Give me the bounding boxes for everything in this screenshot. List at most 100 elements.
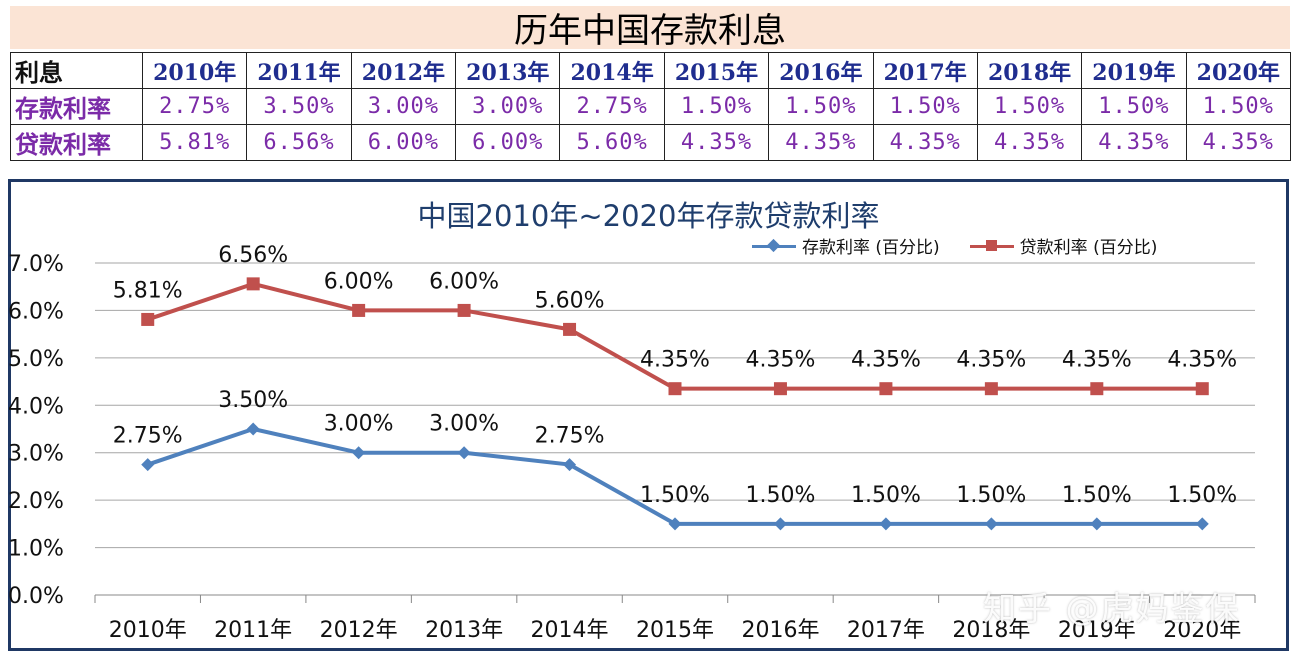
table-year-header: 2019年 — [1081, 52, 1187, 89]
loan-point — [879, 382, 893, 396]
table-year-header: 2010年 — [141, 52, 248, 89]
loan-data-label: 4.35% — [640, 348, 710, 373]
table-title: 历年中国存款利息 — [10, 6, 1290, 51]
deposit-point — [984, 517, 998, 531]
loan-data-label: 4.35% — [746, 348, 816, 373]
deposit-data-label: 1.50% — [851, 483, 921, 508]
table-year-header: 2014年 — [559, 52, 665, 89]
table-cell: 1.50% — [872, 88, 978, 125]
deposit-data-label: 1.50% — [956, 483, 1026, 508]
x-tick-label: 2012年 — [320, 618, 398, 643]
y-tick-label: 0.0% — [8, 584, 64, 609]
deposit-point — [668, 517, 682, 531]
deposit-data-label: 1.50% — [1167, 483, 1237, 508]
y-tick-label: 3.0% — [8, 442, 64, 467]
loan-data-label: 5.81% — [113, 278, 183, 303]
legend-item-deposit: 存款利率 (百分比) — [752, 233, 940, 258]
loan-data-label: 5.60% — [535, 288, 605, 313]
y-tick-label: 5.0% — [8, 347, 64, 372]
table-row-deposit: 存款利率 2.75% 3.50% 3.00% 3.00% 2.75% 1.50% 1.50% 1… — [10, 88, 1292, 125]
loan-point — [773, 382, 787, 396]
loan-point — [1090, 382, 1104, 396]
x-tick-label: 2017年 — [847, 618, 925, 643]
x-tick-label: 2019年 — [1058, 618, 1136, 643]
table-header-label: 利息 — [10, 52, 143, 89]
deposit-point — [246, 422, 260, 436]
deposit-point — [141, 458, 155, 472]
deposit-data-label: 3.00% — [324, 412, 394, 437]
chart-frame — [8, 179, 1289, 651]
table-cell: 5.60% — [559, 124, 665, 161]
table-cell: 3.00% — [455, 88, 561, 125]
table-year-header: 2017年 — [872, 52, 978, 89]
y-tick-label: 2.0% — [8, 489, 64, 514]
loan-point — [984, 382, 998, 396]
y-tick-label: 1.0% — [8, 537, 64, 562]
x-tick-label: 2011年 — [214, 618, 292, 643]
x-tick-label: 2015年 — [636, 618, 714, 643]
deposit-data-label: 2.75% — [113, 424, 183, 449]
table-cell: 4.35% — [872, 124, 978, 161]
deposit-point — [773, 517, 787, 531]
table-cell: 4.35% — [1185, 124, 1292, 161]
deposit-data-label: 2.75% — [535, 424, 605, 449]
legend-loan-label: 贷款利率 (百分比) — [1019, 238, 1158, 258]
table-cell: 6.00% — [350, 124, 457, 161]
deposit-data-label: 1.50% — [1062, 483, 1132, 508]
deposit-point — [1195, 517, 1209, 531]
x-tick-label: 2013年 — [425, 618, 503, 643]
deposit-point — [352, 446, 366, 460]
loan-point — [457, 303, 471, 317]
table-cell: 4.35% — [663, 124, 770, 161]
table-cell: 6.00% — [455, 124, 561, 161]
legend-deposit-swatch — [752, 238, 796, 253]
x-tick-label: 2018年 — [952, 618, 1030, 643]
deposit-point — [879, 517, 893, 531]
table-row-loan: 贷款利率 5.81% 6.56% 6.00% 6.00% 5.60% 4.35% 4.35% 4… — [10, 124, 1292, 161]
table-row-label: 贷款利率 — [10, 124, 143, 161]
loan-data-label: 4.35% — [851, 348, 921, 373]
loan-point — [668, 382, 682, 396]
table-cell: 2.75% — [141, 88, 248, 125]
deposit-data-label: 3.00% — [429, 412, 499, 437]
deposit-point — [563, 458, 577, 472]
legend-item-loan: 贷款利率 (百分比) — [969, 233, 1158, 258]
loan-point — [141, 312, 155, 326]
loan-point — [352, 303, 366, 317]
y-tick-label: 6.0% — [8, 299, 64, 324]
table-cell: 5.81% — [141, 124, 248, 161]
deposit-point — [1090, 517, 1104, 531]
watermark: 知乎 @虎妈鉴保 — [983, 589, 1241, 628]
y-tick-label: 7.0% — [8, 252, 64, 277]
loan-data-label: 6.00% — [324, 269, 394, 294]
table-cell: 3.00% — [350, 88, 457, 125]
deposit-data-label: 1.50% — [746, 483, 816, 508]
table-cell: 4.35% — [976, 124, 1083, 161]
deposit-series-line — [147, 427, 1203, 526]
loan-data-label: 6.56% — [218, 243, 288, 268]
x-tick-label: 2010年 — [109, 618, 187, 643]
table-year-header: 2016年 — [768, 52, 874, 89]
table-year-header: 2018年 — [976, 52, 1083, 89]
table-year-header: 2011年 — [246, 52, 352, 89]
table-cell: 6.56% — [246, 124, 352, 161]
chart-legend: 存款利率 (百分比) 贷款利率 (百分比) — [752, 233, 1157, 258]
legend-loan-swatch — [969, 239, 1014, 253]
loan-data-label: 4.35% — [956, 348, 1026, 373]
x-tick-label: 2016年 — [741, 618, 819, 643]
table-year-header: 2013年 — [455, 52, 561, 89]
deposit-data-label: 3.50% — [218, 388, 288, 413]
loan-data-label: 6.00% — [429, 269, 499, 294]
loan-data-label: 4.35% — [1062, 348, 1132, 373]
table-header-row: 利息 2010年 2011年 2012年 2013年 2014年 2015年 2016年 201… — [10, 52, 1292, 89]
rates-table: 利息 2010年 2011年 2012年 2013年 2014年 2015年 2016年 201… — [10, 52, 1292, 161]
y-tick-label: 4.0% — [8, 394, 64, 419]
legend-deposit-label: 存款利率 (百分比) — [802, 238, 940, 258]
deposit-data-label: 1.50% — [640, 483, 710, 508]
loan-point — [246, 277, 260, 291]
deposit-point — [457, 446, 471, 460]
table-cell: 4.35% — [1081, 124, 1187, 161]
table-cell: 1.50% — [976, 88, 1083, 125]
x-tick-label: 2014年 — [531, 618, 609, 643]
